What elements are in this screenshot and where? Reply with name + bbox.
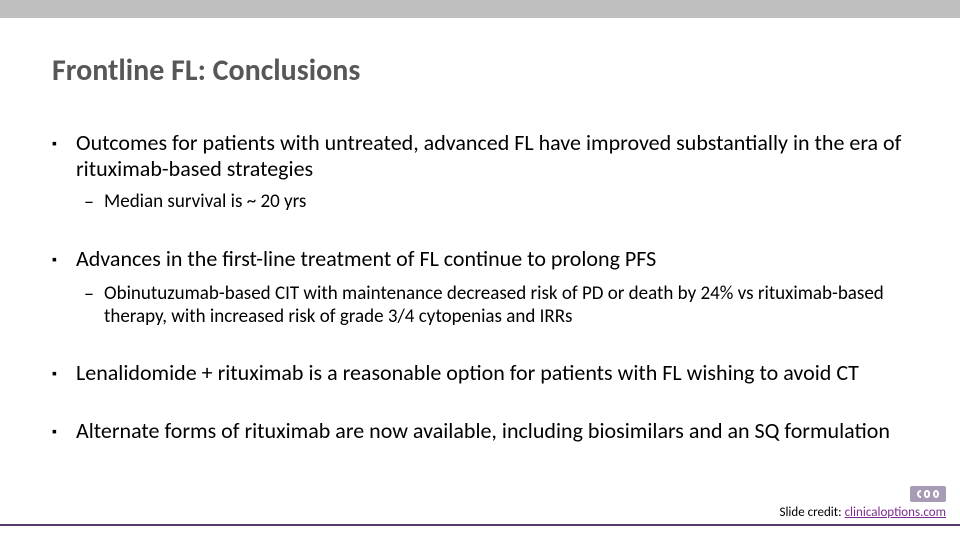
credit-prefix: Slide credit: — [779, 505, 844, 520]
square-bullet-icon: ▪ — [52, 246, 76, 274]
square-bullet-icon: ▪ — [52, 360, 76, 388]
slide-credit: Slide credit: clinicaloptions.com — [779, 505, 946, 520]
top-bar — [0, 0, 960, 18]
logo-icon — [910, 486, 946, 502]
bullet-lvl2: – Obinutuzumab-based CIT with maintenanc… — [84, 282, 920, 328]
content-area: ▪ Outcomes for patients with untreated, … — [52, 118, 920, 452]
dash-bullet-icon: – — [84, 190, 104, 214]
slide-title: Frontline FL: Conclusions — [52, 52, 360, 89]
bullet-text: Lenalidomide + rituximab is a reasonable… — [76, 360, 859, 388]
bullet-text: Obinutuzumab-based CIT with maintenance … — [104, 282, 920, 328]
bullet-text: Median survival is ~ 20 yrs — [104, 190, 306, 214]
bullet-text: Alternate forms of rituximab are now ava… — [76, 418, 890, 446]
spacer — [52, 336, 920, 348]
bottom-rule — [0, 524, 960, 526]
square-bullet-icon: ▪ — [52, 418, 76, 446]
dash-bullet-icon: – — [84, 282, 104, 328]
bullet-text: Outcomes for patients with untreated, ad… — [76, 130, 920, 182]
spacer — [52, 394, 920, 406]
credit-link[interactable]: clinicaloptions.com — [845, 505, 946, 520]
bullet-lvl1: ▪ Outcomes for patients with untreated, … — [52, 130, 920, 182]
square-bullet-icon: ▪ — [52, 130, 76, 182]
bullet-lvl1: ▪ Advances in the first-line treatment o… — [52, 246, 920, 274]
bullet-lvl2: – Median survival is ~ 20 yrs — [84, 190, 920, 214]
brand-logo — [910, 486, 946, 502]
spacer — [52, 222, 920, 234]
bullet-text: Advances in the first-line treatment of … — [76, 246, 656, 274]
bullet-lvl1: ▪ Lenalidomide + rituximab is a reasonab… — [52, 360, 920, 388]
bullet-lvl1: ▪ Alternate forms of rituximab are now a… — [52, 418, 920, 446]
slide: Frontline FL: Conclusions ▪ Outcomes for… — [0, 0, 960, 540]
